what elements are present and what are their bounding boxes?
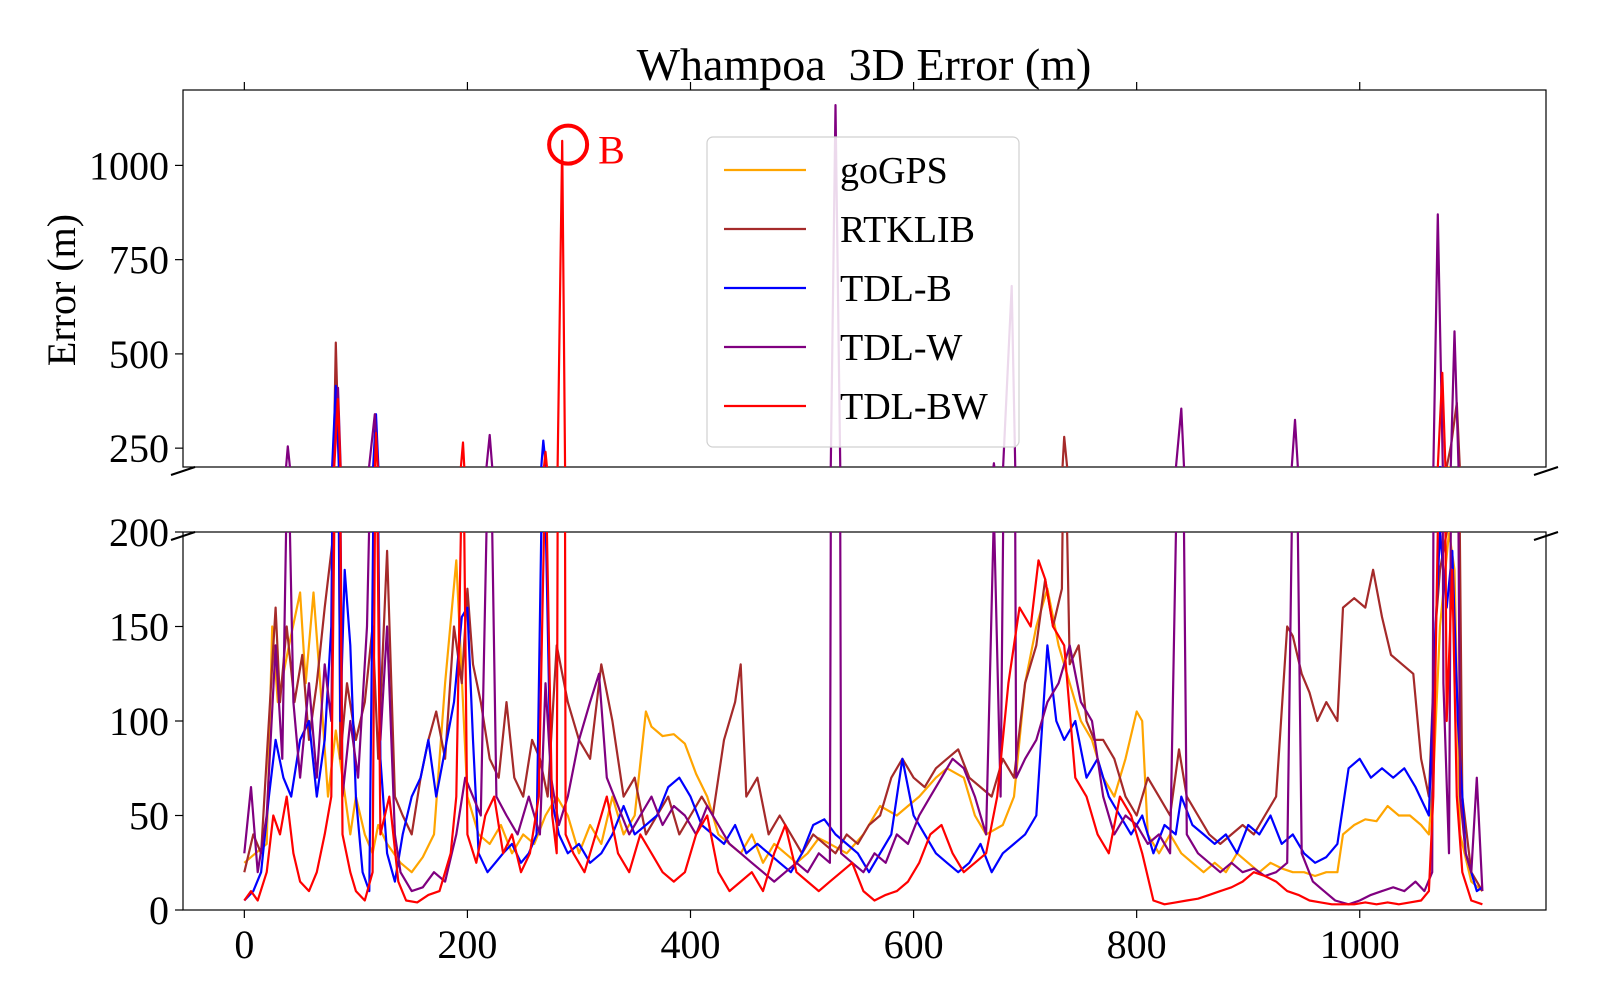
legend-frame xyxy=(706,136,1020,448)
upper-panel: 250 500 750 1000 xyxy=(89,82,1547,471)
x-tick-label: 600 xyxy=(884,922,944,967)
y-tick-label-lower: 150 xyxy=(109,605,169,650)
legend-label-tdl-bw: TDL-BW xyxy=(840,386,988,428)
x-tick-label: 200 xyxy=(437,922,497,967)
break-mark-lower-left xyxy=(170,531,196,541)
upper-axes-frame xyxy=(182,89,1547,468)
lower-panel: 0 200 400 600 800 1000 0 50 100 150 200 xyxy=(109,510,1547,967)
y-axis-label: Error (m) xyxy=(39,214,84,366)
y-tick-label-upper: 750 xyxy=(109,238,169,283)
x-tick-label: 400 xyxy=(661,922,721,967)
break-mark-upper-right xyxy=(1533,466,1559,476)
break-mark-lower-right xyxy=(1533,531,1559,541)
series-line-lower-tdl-bw xyxy=(243,532,1483,906)
upper-ticks-group: 250 500 750 1000 xyxy=(89,82,1361,471)
legend-label-tdl-b: TDL-B xyxy=(840,268,952,310)
series-line-lower-tdl-w xyxy=(243,532,1484,906)
y-tick-label-lower: 0 xyxy=(149,888,169,933)
chart-title: Whampoa 3D Error (m) xyxy=(637,39,1092,90)
y-tick-label-upper: 1000 xyxy=(89,143,169,188)
annotation-circle xyxy=(547,123,590,166)
y-tick-label-lower: 200 xyxy=(109,510,169,555)
axis-break-marks xyxy=(170,466,1559,541)
y-tick-label-lower: 100 xyxy=(109,699,169,744)
lower-series-group xyxy=(243,532,1484,906)
legend-label-tdl-w: TDL-W xyxy=(840,327,963,369)
series-line-lower-gogps xyxy=(243,532,1484,892)
legend-label-rtklib: RTKLIB xyxy=(840,209,975,251)
legend-label-gogps: goGPS xyxy=(840,150,948,192)
series-line-upper-gogps xyxy=(1447,465,1451,467)
x-tick-label: 0 xyxy=(234,922,254,967)
lower-ticks-group: 0 200 400 600 800 1000 0 50 100 150 200 xyxy=(109,510,1400,967)
series-line-lower-tdl-b xyxy=(243,532,1484,902)
y-tick-label-upper: 500 xyxy=(109,332,169,377)
y-tick-label-lower: 50 xyxy=(129,794,169,839)
x-tick-label: 1000 xyxy=(1320,922,1400,967)
x-tick-label: 800 xyxy=(1107,922,1167,967)
y-tick-label-upper: 250 xyxy=(109,426,169,471)
legend-items: goGPS RTKLIB TDL-B TDL-W TDL-BW xyxy=(724,150,988,428)
annotation-b: B xyxy=(547,123,625,173)
annotation-label: B xyxy=(598,128,625,173)
legend: goGPS RTKLIB TDL-B TDL-W TDL-BW xyxy=(706,136,1020,448)
break-mark-upper-left xyxy=(170,466,196,476)
